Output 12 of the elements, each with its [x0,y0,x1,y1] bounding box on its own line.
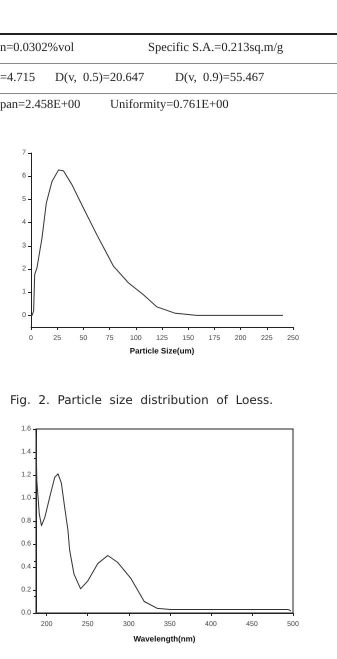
text: pan=2.458E+00 [0,97,80,112]
line-series [36,436,292,612]
text: D(v, 0.5)=20.647 [55,70,144,85]
text: n=0.0302%vol [0,40,74,55]
line-series [30,169,284,316]
caption: Fig. 2. Particle size distribution of Loess. [10,393,274,407]
text: Specific S.A.=0.213sq.m/g [148,40,284,55]
x-axis-title: Particle Size(um) [130,346,195,356]
x-axis-title: Wavelength(nm) [134,634,196,644]
text: Uniformity=0.761E+00 [110,97,229,112]
text: =4.715 [0,70,36,85]
text: D(v, 0.9)=55.467 [175,70,264,85]
